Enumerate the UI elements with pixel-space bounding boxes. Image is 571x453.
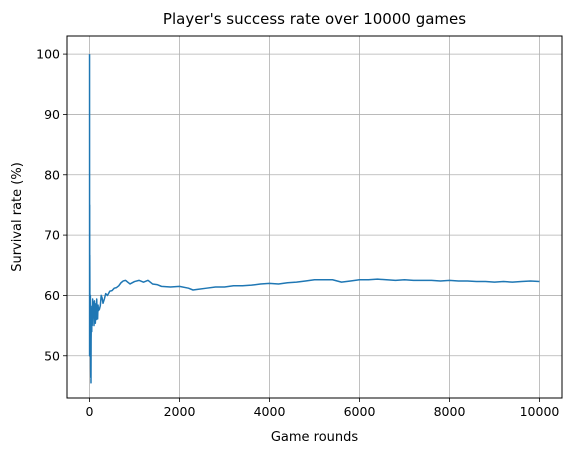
y-axis-label: Survival rate (%): [10, 162, 25, 272]
x-tick-label: 6000: [344, 404, 376, 419]
y-tick-label: 70: [44, 228, 60, 243]
series-line: [88, 54, 540, 384]
y-tick-label: 50: [44, 348, 60, 363]
x-tick-label: 8000: [434, 404, 466, 419]
y-tick-label: 80: [44, 167, 60, 182]
plot-frame: [66, 35, 563, 399]
series-layer: [88, 54, 540, 384]
grid-lines: [67, 36, 562, 398]
x-tick-label: 4000: [254, 404, 286, 419]
x-axis-label: Game rounds: [271, 430, 359, 445]
x-tick-label: 2000: [164, 404, 196, 419]
y-tick-label: 60: [44, 288, 60, 303]
x-axis-ticks: 0 2000 4000 6000 8000 10000: [86, 398, 560, 419]
y-axis-ticks: 50 60 70 80 90 100: [36, 47, 67, 363]
x-tick-label: 10000: [520, 404, 560, 419]
chart-title: Player's success rate over 10000 games: [163, 10, 466, 28]
x-tick-label: 0: [86, 404, 94, 419]
y-tick-label: 100: [36, 47, 60, 62]
y-tick-label: 90: [44, 107, 60, 122]
